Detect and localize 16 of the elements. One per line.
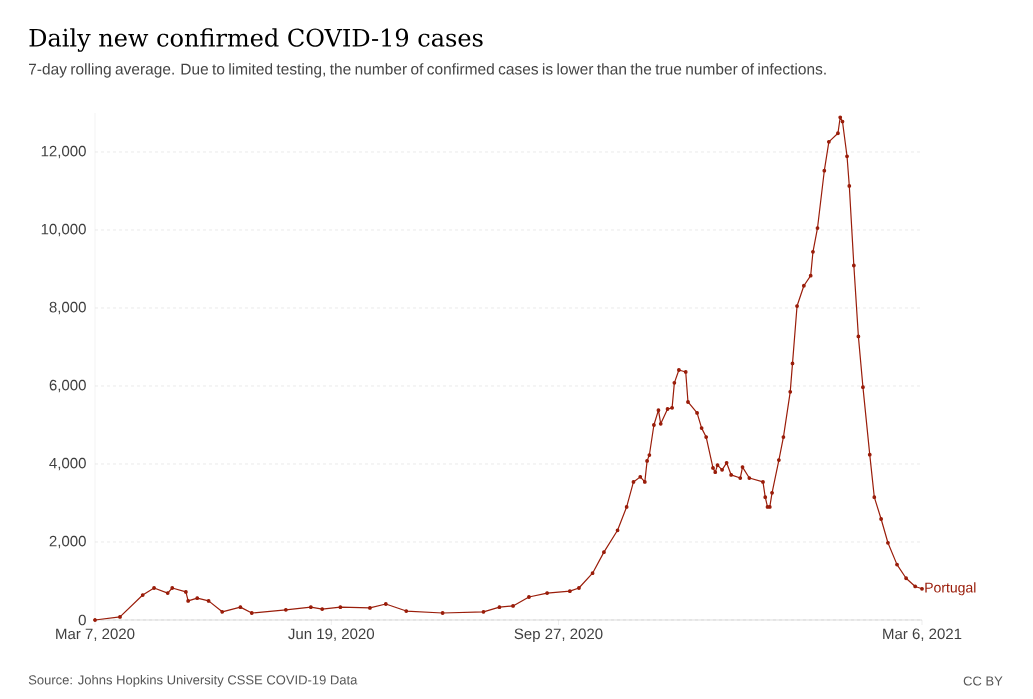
y-tick-label: 4,000 (49, 457, 86, 471)
text: CC BY (963, 676, 1003, 686)
y-tick-label: 8,000 (49, 301, 86, 315)
x-tick-label: Mar 7, 2020 (56, 628, 135, 641)
x-tick-label: Jun 19, 2020 (288, 628, 375, 641)
y-tick-label: 0 (78, 614, 86, 626)
y-tick-label: 2,000 (49, 535, 86, 549)
x-tick-label: Sep 27, 2020 (514, 628, 603, 643)
chart-subtitle: 7-day rolling average. Due to limited testing, the number of confirmed cases is lower than the true number of infections. (29, 63, 826, 78)
y-tick-label: 10,000 (41, 223, 86, 237)
series-label: Portugal (925, 582, 976, 596)
source-note: Source: Johns Hopkins University CSSE COVID-19 Data (28, 674, 358, 688)
y-tick-label: 6,000 (49, 379, 86, 393)
y-tick-label: 12,000 (41, 145, 86, 159)
chart-title: Daily new confirmed COVID-19 cases (29, 28, 483, 52)
x-tick-label: Mar 6, 2021 (883, 628, 962, 641)
